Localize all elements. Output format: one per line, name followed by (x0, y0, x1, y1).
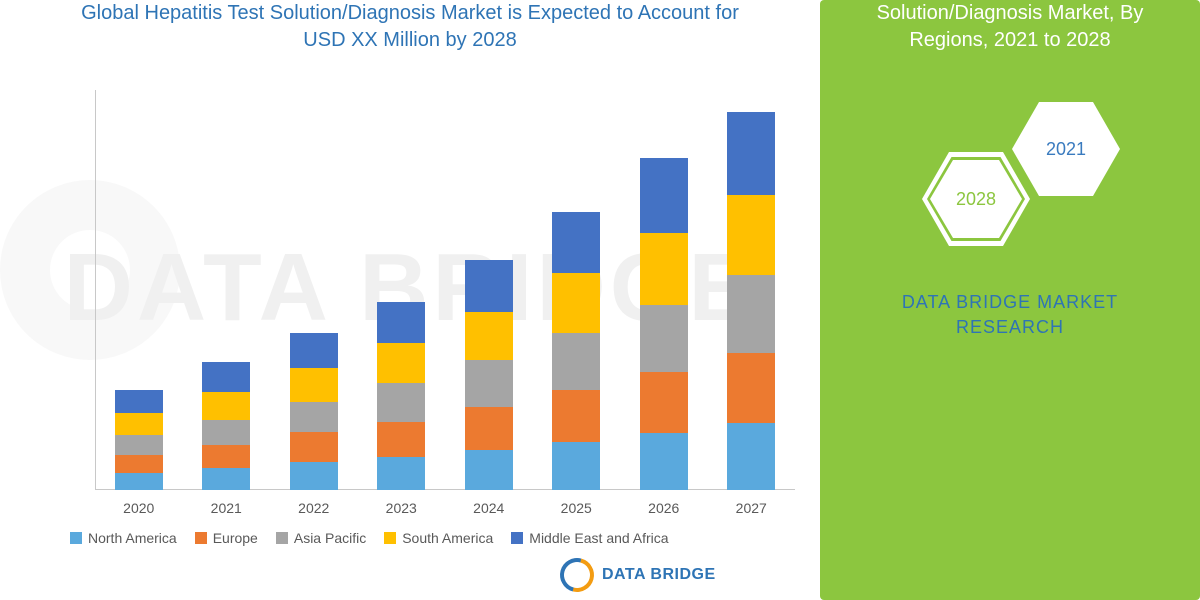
bar-group (640, 158, 688, 490)
bar-segment (290, 432, 338, 462)
bar-segment (727, 353, 775, 423)
bar-segment (115, 390, 163, 413)
bar-segment (640, 372, 688, 434)
legend-swatch (276, 532, 288, 544)
bar-segment (377, 422, 425, 457)
bottom-logo-text: DATA BRIDGE (602, 566, 716, 584)
x-axis-label: 2027 (721, 500, 781, 516)
y-axis-line (95, 90, 96, 490)
bottom-logo: DATA BRIDGE (560, 558, 716, 592)
bar-segment (552, 273, 600, 333)
bar-segment (290, 402, 338, 432)
legend-swatch (511, 532, 523, 544)
bar-segment (465, 450, 513, 490)
right-panel-title: Solution/Diagnosis Market, By Regions, 2… (820, 0, 1200, 54)
bar-segment (727, 112, 775, 195)
bar-group (115, 390, 163, 490)
x-axis-label: 2024 (459, 500, 519, 516)
bar-segment (202, 362, 250, 392)
bar-segment (465, 312, 513, 360)
x-axis-label: 2023 (371, 500, 431, 516)
bar-group (727, 112, 775, 490)
bar-segment (465, 360, 513, 407)
legend-label: Asia Pacific (294, 530, 366, 546)
bar-segment (377, 457, 425, 490)
bar-group (290, 333, 338, 490)
bar-segment (202, 445, 250, 468)
bar-segment (640, 433, 688, 490)
bar-segment (552, 333, 600, 390)
hexagon-2021-label: 2021 (1046, 139, 1086, 160)
bar-segment (202, 392, 250, 420)
bar-segment (552, 442, 600, 490)
legend-item: South America (384, 530, 493, 546)
bar-segment (290, 462, 338, 490)
bar-segment (640, 305, 688, 372)
bar-segment (115, 413, 163, 435)
bar-segment (727, 195, 775, 275)
hexagon-group: 2028 2021 (820, 92, 1200, 272)
x-axis-labels: 2020 2021 2022 2023 2024 2025 2026 2027 (95, 500, 795, 520)
bar-segment (727, 275, 775, 353)
bar-segment (202, 420, 250, 445)
bar-segment (377, 302, 425, 344)
bar-segment (640, 158, 688, 233)
bar-segment (465, 260, 513, 312)
logo-swirl-icon (554, 552, 600, 598)
bar-segment (552, 212, 600, 274)
bar-segment (640, 233, 688, 305)
chart-area: DATA BRIDGE Global Hepatitis Test Soluti… (0, 0, 820, 600)
bar-segment (465, 407, 513, 450)
legend-swatch (384, 532, 396, 544)
bar-group (552, 212, 600, 490)
x-axis-label: 2025 (546, 500, 606, 516)
brand-label-line2: RESEARCH (956, 317, 1064, 337)
bar-segment (290, 333, 338, 368)
brand-label: DATA BRIDGE MARKET RESEARCH (820, 290, 1200, 340)
hexagon-2028: 2028 (922, 152, 1030, 246)
chart-title: Global Hepatitis Test Solution/Diagnosis… (60, 0, 760, 54)
bar-segment (115, 435, 163, 455)
bar-segment (290, 368, 338, 401)
bar-group (202, 362, 250, 490)
bar-segment (115, 473, 163, 490)
bar-segment (552, 390, 600, 442)
legend-label: Europe (213, 530, 258, 546)
right-panel: Solution/Diagnosis Market, By Regions, 2… (820, 0, 1200, 600)
legend-label: South America (402, 530, 493, 546)
legend-item: Asia Pacific (276, 530, 366, 546)
brand-label-line1: DATA BRIDGE MARKET (902, 292, 1118, 312)
bar-segment (377, 343, 425, 383)
x-axis-label: 2021 (196, 500, 256, 516)
legend-label: Middle East and Africa (529, 530, 668, 546)
x-axis-label: 2020 (109, 500, 169, 516)
x-axis-line (95, 489, 795, 490)
bar-segment (202, 468, 250, 490)
legend-item: North America (70, 530, 177, 546)
legend-swatch (195, 532, 207, 544)
chart-plot (95, 90, 795, 490)
chart-legend: North America Europe Asia Pacific South Ame… (70, 530, 820, 546)
bar-group (465, 260, 513, 490)
legend-item: Europe (195, 530, 258, 546)
bar-segment (727, 423, 775, 490)
hexagon-2021: 2021 (1012, 102, 1120, 196)
hexagon-2028-label: 2028 (956, 189, 996, 210)
legend-item: Middle East and Africa (511, 530, 668, 546)
legend-swatch (70, 532, 82, 544)
legend-label: North America (88, 530, 177, 546)
bar-segment (115, 455, 163, 473)
bar-group (377, 302, 425, 490)
bar-segment (377, 383, 425, 421)
x-axis-label: 2022 (284, 500, 344, 516)
x-axis-label: 2026 (634, 500, 694, 516)
